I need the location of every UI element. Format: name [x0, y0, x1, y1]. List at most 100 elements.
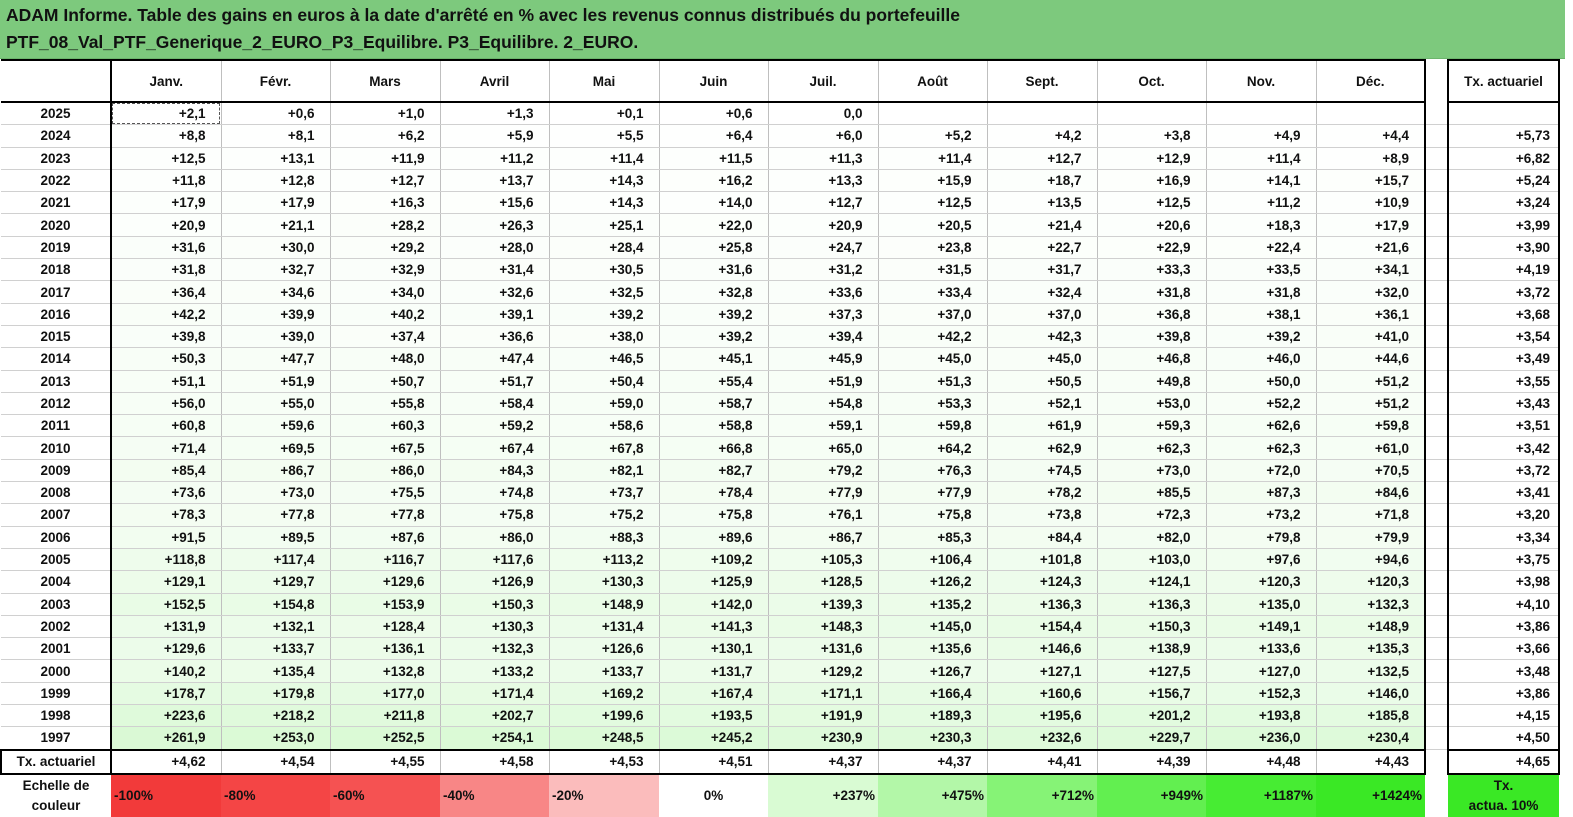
row-gap	[1425, 436, 1448, 460]
table-row: 2005 +118,8 +117,4 +116,7 +117,6 +113,2 +109,2…	[1, 548, 1560, 572]
rate-cell: +3,49	[1447, 347, 1560, 371]
gain-cell: +5,2	[877, 124, 988, 148]
gain-cell: +6,0	[767, 124, 879, 148]
gain-cell: +148,9	[1315, 615, 1426, 639]
gain-cell: +146,6	[986, 637, 1098, 661]
rate-cell: +3,86	[1447, 682, 1560, 706]
month-header: Oct.	[1096, 59, 1207, 103]
color-scale-rate-line-1: Tx.	[1493, 777, 1514, 793]
gain-cell: +59,8	[1315, 414, 1426, 438]
gain-cell: +37,0	[877, 303, 988, 326]
gain-cell: +75,8	[877, 503, 988, 527]
gain-cell: +89,5	[220, 526, 331, 549]
gain-cell: +47,7	[220, 347, 331, 371]
tx-gap	[1425, 750, 1448, 774]
gain-cell: +50,4	[548, 370, 660, 393]
gain-cell: +132,8	[329, 659, 441, 683]
gain-cell: +131,6	[767, 637, 879, 661]
tx-cell: +4,62	[110, 748, 222, 775]
table-row: 2013 +51,1 +51,9 +50,7 +51,7 +50,4 +55,4 +51,9 +…	[1, 370, 1560, 393]
rate-cell: +3,86	[1447, 615, 1560, 639]
gain-cell: +73,6	[110, 481, 222, 505]
gain-cell: +116,7	[329, 548, 441, 572]
gain-cell: +136,3	[1096, 593, 1207, 616]
year-label: 2014	[1, 347, 111, 371]
gain-cell: +78,3	[110, 503, 222, 527]
year-label: 2023	[1, 147, 111, 170]
gain-cell: +230,3	[877, 726, 988, 751]
gain-cell: +18,3	[1205, 213, 1317, 237]
gain-cell: +169,2	[548, 682, 660, 706]
table-row: 2000 +140,2 +135,4 +132,8 +133,2 +133,7 +131,7…	[1, 659, 1560, 683]
gain-cell: +179,8	[220, 682, 331, 706]
gain-cell: +32,7	[220, 258, 331, 282]
rate-cell: +4,15	[1447, 704, 1560, 728]
gain-cell: +11,9	[329, 147, 441, 170]
gain-cell: +124,3	[986, 570, 1098, 594]
gain-cell: +79,8	[1205, 526, 1317, 549]
gain-cell: +139,3	[767, 593, 879, 616]
color-scale-label-line-1: Echelle de	[22, 777, 90, 793]
table-row: 2023 +12,5 +13,1 +11,9 +11,2 +11,4 +11,5 +11,3 +…	[1, 147, 1560, 170]
gain-cell: +22,4	[1205, 236, 1317, 260]
gain-cell: +153,9	[329, 593, 441, 616]
row-gap	[1425, 325, 1448, 349]
gain-cell: +31,8	[110, 258, 222, 282]
rate-cell: +3,72	[1447, 280, 1560, 304]
tx-cell: +4,53	[548, 748, 660, 775]
row-gap	[1425, 593, 1448, 616]
year-label: 1998	[1, 704, 111, 728]
year-label: 2007	[1, 503, 111, 527]
tx-cell: +4,54	[220, 748, 331, 775]
gain-cell: +236,0	[1205, 726, 1317, 751]
gain-cell: +12,5	[877, 191, 988, 215]
gain-cell: +0,6	[658, 102, 769, 126]
gain-cell: +50,0	[1205, 370, 1317, 393]
gain-cell: +152,3	[1205, 682, 1317, 706]
rate-cell: +3,68	[1447, 303, 1560, 326]
gain-cell: +8,1	[220, 124, 331, 148]
gain-cell: +58,4	[439, 392, 550, 416]
gain-cell: +55,0	[220, 392, 331, 416]
gain-cell: +59,6	[220, 414, 331, 438]
gain-cell: +117,6	[439, 548, 550, 572]
gain-cell: +51,7	[439, 370, 550, 393]
year-label: 2003	[1, 593, 111, 616]
gain-cell: +84,3	[439, 459, 550, 483]
gain-cell: +52,2	[1205, 392, 1317, 416]
row-gap	[1425, 258, 1448, 282]
gain-cell: +193,8	[1205, 704, 1317, 728]
gain-cell: +32,8	[658, 280, 769, 304]
gain-cell: +45,0	[877, 347, 988, 371]
gain-cell: +36,8	[1096, 303, 1207, 326]
gain-cell: +24,7	[767, 236, 879, 260]
gain-cell: +199,6	[548, 704, 660, 728]
gain-cell: +13,3	[767, 169, 879, 193]
gain-cell: +133,7	[548, 659, 660, 683]
gain-cell: +51,1	[110, 370, 222, 393]
gain-cell: +39,4	[767, 325, 879, 349]
gain-cell: +148,3	[767, 615, 879, 639]
tx-cell: +4,58	[439, 748, 550, 775]
row-gap	[1425, 481, 1448, 505]
row-gap	[1425, 191, 1448, 215]
row-gap	[1425, 147, 1448, 170]
gain-cell	[1205, 102, 1317, 126]
gain-cell: +32,0	[1315, 280, 1426, 304]
gain-cell: +195,6	[986, 704, 1098, 728]
gain-cell: +33,6	[767, 280, 879, 304]
row-gap	[1425, 236, 1448, 260]
tx-row-label: Tx. actuariel	[0, 748, 112, 775]
gain-cell: +127,1	[986, 659, 1098, 683]
gain-cell: +14,0	[658, 191, 769, 215]
gain-cell: +10,9	[1315, 191, 1426, 215]
gain-cell: +61,9	[986, 414, 1098, 438]
color-scale-step: +712%	[987, 773, 1097, 817]
gain-cell: +16,9	[1096, 169, 1207, 193]
gain-cell: +56,0	[110, 392, 222, 416]
gain-cell: +17,9	[1315, 213, 1426, 237]
rate-cell: +3,55	[1447, 370, 1560, 393]
gain-cell: +51,9	[767, 370, 879, 393]
gain-cell: +150,3	[1096, 615, 1207, 639]
gain-cell: +28,0	[439, 236, 550, 260]
